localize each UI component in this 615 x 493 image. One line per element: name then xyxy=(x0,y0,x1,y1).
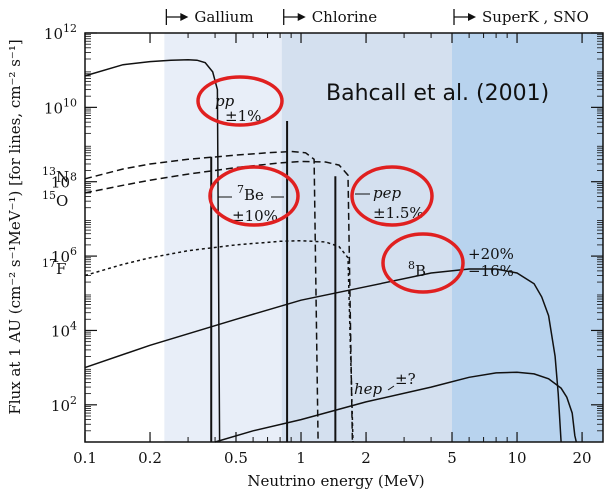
threshold-label: SuperK , SNO xyxy=(482,8,589,26)
pep-uncertainty-label: ±1.5% xyxy=(373,204,424,222)
x-tick-label: 0.1 xyxy=(73,449,97,467)
y-tick-label: 1012 xyxy=(44,22,77,43)
threshold-arrowhead xyxy=(468,13,477,21)
y-tick-label: 102 xyxy=(51,394,77,415)
be7-uncertainty-label: ±10% xyxy=(232,207,278,225)
b8-upper-uncertainty: +20% xyxy=(468,245,514,263)
y-tick-label: 1010 xyxy=(44,96,77,117)
x-tick-label: 5 xyxy=(447,449,457,467)
highlight-ellipse-1 xyxy=(196,75,284,127)
y-axis-label: Flux at 1 AU (cm⁻² s⁻¹MeV⁻¹) [for lines,… xyxy=(6,39,24,414)
o15-label: 15O xyxy=(42,189,68,210)
x-axis-label: Neutrino energy (MeV) xyxy=(247,472,424,490)
b8-label: 8B xyxy=(408,259,426,280)
x-tick-label: 0.2 xyxy=(138,449,162,467)
spectrum-13n xyxy=(84,150,319,443)
threshold-arrowhead xyxy=(297,13,306,21)
x-tick-label: 0.5 xyxy=(224,449,248,467)
plot-frame xyxy=(84,32,604,443)
hep-uncertainty-label: ±? xyxy=(395,370,416,388)
pep-label: pep xyxy=(373,184,401,202)
pp-label: pp xyxy=(215,92,235,110)
x-tick-label: 20 xyxy=(573,449,592,467)
b8-lower-uncertainty: −16% xyxy=(468,262,514,280)
hep-pointer xyxy=(387,385,395,391)
spectrum-15o xyxy=(84,160,354,443)
threshold-band-2 xyxy=(281,33,453,442)
citation-annotation: Bahcall et al. (2001) xyxy=(326,81,549,106)
threshold-label: Gallium xyxy=(194,8,253,26)
highlight-ellipse-2 xyxy=(208,165,300,227)
highlight-ellipse-3 xyxy=(350,165,434,227)
be7-label: 7Be xyxy=(237,183,264,204)
y-tick-label: 104 xyxy=(51,319,77,340)
x-tick-label: 2 xyxy=(361,449,371,467)
spectrum-17f xyxy=(84,239,354,443)
x-tick-label: 1 xyxy=(296,449,306,467)
f17-label: 17F xyxy=(42,257,66,278)
n13-label: 13N xyxy=(42,165,69,186)
threshold-label: Chlorine xyxy=(312,8,378,26)
spectrum-8b xyxy=(84,268,562,443)
threshold-band-1 xyxy=(164,33,282,442)
threshold-arrowhead xyxy=(180,13,189,21)
hep-label: hep xyxy=(354,380,383,398)
x-tick-label: 10 xyxy=(507,449,526,467)
pp-uncertainty-label: ±1% xyxy=(225,107,261,125)
spectrum-hep xyxy=(214,371,578,443)
highlight-ellipse-4 xyxy=(381,232,465,294)
